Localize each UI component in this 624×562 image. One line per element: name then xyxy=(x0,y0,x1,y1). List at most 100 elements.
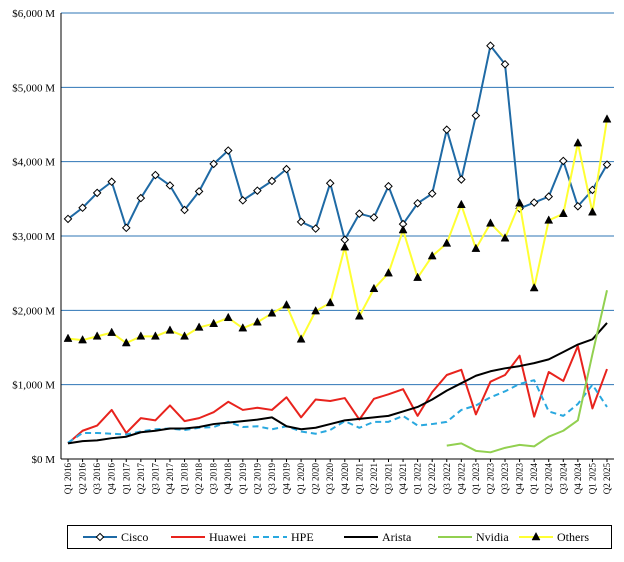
legend-label: Arista xyxy=(382,529,412,544)
others-point xyxy=(573,138,583,147)
x-tick-label: Q3 2020 xyxy=(325,463,335,495)
cisco-point xyxy=(78,203,87,213)
x-tick-label: Q1 2017 xyxy=(121,463,131,495)
others-point xyxy=(398,225,408,234)
series-layer xyxy=(63,41,612,454)
cisco-point xyxy=(529,198,539,207)
cisco-point xyxy=(165,181,175,190)
series-huawei xyxy=(67,345,608,445)
legend: Cisco Huawei HPE Arista Nvidia Others xyxy=(67,525,612,549)
others-point xyxy=(296,334,306,343)
series-others xyxy=(63,114,612,347)
x-tick-label: Q4 2024 xyxy=(573,463,583,495)
others-point xyxy=(354,311,364,320)
cisco-point xyxy=(107,177,117,187)
cisco-point xyxy=(63,214,73,224)
legend-label: Nvidia xyxy=(476,529,509,544)
huawei-line xyxy=(67,345,608,445)
y-tick-label: $6,000 M xyxy=(12,8,55,20)
legend-others-point xyxy=(531,531,541,541)
x-tick-label: Q3 2021 xyxy=(383,463,393,494)
x-tick-label: Q3 2017 xyxy=(150,463,160,495)
cisco-point xyxy=(121,223,131,233)
cisco-point xyxy=(544,192,554,201)
others-point xyxy=(311,306,321,315)
others-point xyxy=(209,318,219,327)
y-tick-label: $4,000 M xyxy=(12,157,55,169)
cisco-point xyxy=(136,193,146,203)
others-point xyxy=(325,297,335,307)
cisco-point xyxy=(457,175,466,184)
others-point xyxy=(267,308,277,317)
x-tick-label: Q2 2024 xyxy=(544,463,554,495)
cisco-point xyxy=(588,185,597,195)
x-tick-label: Q1 2023 xyxy=(471,463,481,495)
cisco-point xyxy=(282,164,291,174)
others-point xyxy=(529,283,539,292)
cisco-point xyxy=(427,189,437,198)
cisco-point xyxy=(355,209,364,219)
x-tick-label: Q4 2018 xyxy=(223,463,233,495)
cisco-point xyxy=(296,217,306,227)
others-point xyxy=(194,322,204,331)
others-point xyxy=(150,331,160,340)
legend-label: Huawei xyxy=(209,529,247,544)
others-point xyxy=(456,199,466,209)
x-tick-label: Q1 2025 xyxy=(587,463,597,495)
nvidia-line xyxy=(446,290,608,454)
x-tick-label: Q1 2024 xyxy=(529,463,539,495)
cisco-point xyxy=(573,201,583,211)
others-point xyxy=(282,300,291,309)
x-tick-label: Q2 2020 xyxy=(311,463,321,495)
cisco-point xyxy=(209,159,218,169)
legend-swatch-arista xyxy=(344,536,378,538)
x-tick-label: Q2 2022 xyxy=(427,463,437,494)
others-point xyxy=(486,218,495,227)
others-point xyxy=(369,283,379,293)
legend-label: Cisco xyxy=(121,529,149,544)
x-tick-label: Q1 2016 xyxy=(63,463,73,495)
others-point xyxy=(223,312,233,322)
others-point xyxy=(515,198,525,207)
x-tick-label: Q3 2018 xyxy=(209,463,219,495)
others-point xyxy=(384,268,393,277)
others-point xyxy=(442,238,452,247)
cisco-point xyxy=(151,170,160,180)
legend-cisco-point xyxy=(95,532,105,542)
cisco-point xyxy=(194,187,204,196)
x-tick-label: Q2 2025 xyxy=(602,463,612,495)
cisco-point xyxy=(442,125,452,135)
hpe-line xyxy=(67,379,608,444)
legend-label: HPE xyxy=(291,529,314,544)
x-tick-label: Q4 2023 xyxy=(515,463,525,495)
y-tick-label: $5,000 M xyxy=(12,82,55,94)
legend-label: Others xyxy=(557,529,589,544)
gridlines xyxy=(61,12,614,460)
legend-item-cisco: Cisco xyxy=(82,526,148,548)
x-tick-label: Q3 2019 xyxy=(267,463,277,495)
others-point xyxy=(500,233,510,242)
legend-item-others: Others xyxy=(518,526,589,548)
arista-line xyxy=(67,322,608,445)
others-point xyxy=(471,243,481,252)
others-point xyxy=(136,331,146,340)
x-tick-label: Q2 2016 xyxy=(78,463,88,495)
x-tick-label: Q1 2020 xyxy=(296,463,306,495)
others-point xyxy=(427,251,437,260)
x-tick-label: Q3 2024 xyxy=(558,463,568,495)
x-axis: Q1 2016 Q2 2016 Q3 2016 Q4 2016 Q1 2017 Q2 20… xyxy=(63,459,612,494)
cisco-point xyxy=(253,186,262,195)
cisco-point xyxy=(92,188,102,198)
others-point xyxy=(558,208,568,217)
x-tick-label: Q4 2019 xyxy=(282,463,292,495)
cisco-point xyxy=(369,213,379,222)
cisco-point xyxy=(602,160,612,169)
others-point xyxy=(252,317,262,326)
y-axis: $0 M $1,000 M $2,000 M $3,000 M $4,000 M $5,0… xyxy=(12,8,62,466)
cisco-point xyxy=(180,205,189,215)
others-point xyxy=(340,242,350,251)
legend-swatch-others xyxy=(519,531,553,541)
others-point xyxy=(180,331,189,340)
others-point xyxy=(544,215,554,224)
